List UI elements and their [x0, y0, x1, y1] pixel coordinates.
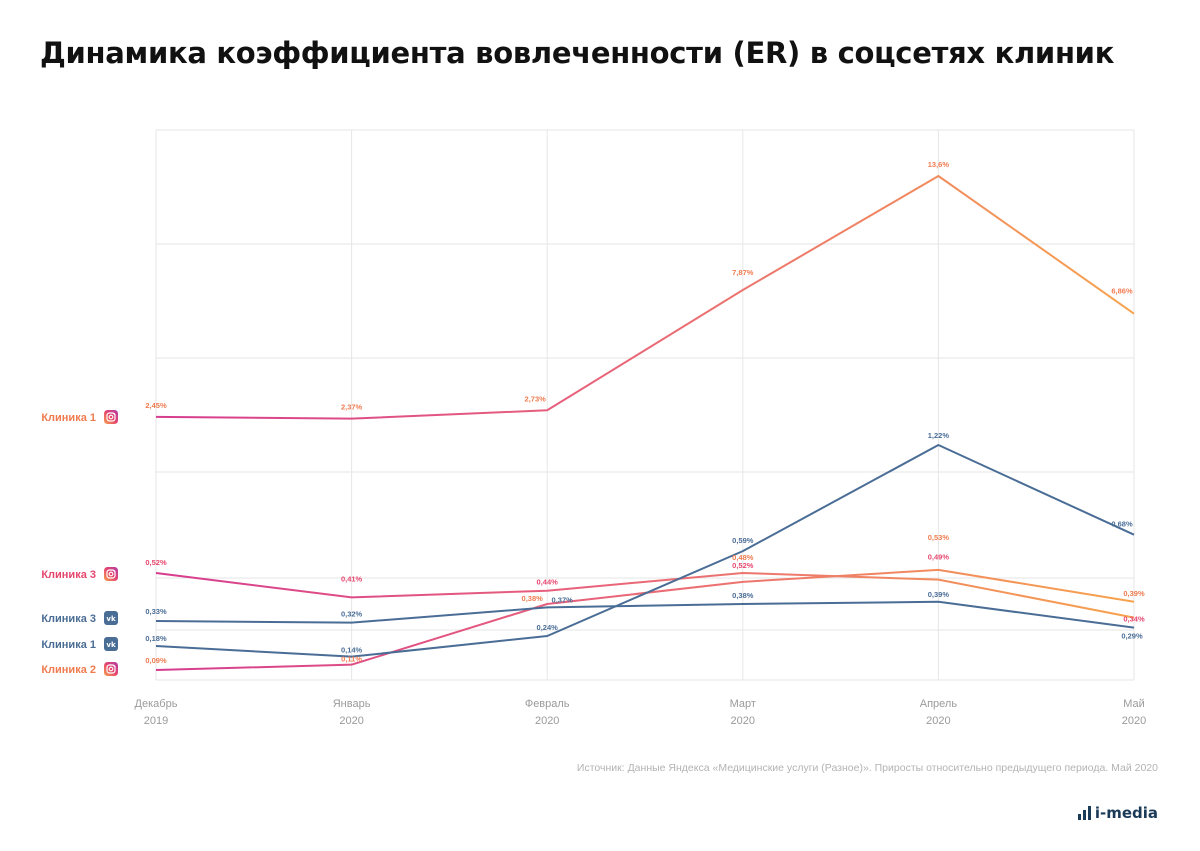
instagram-icon: [104, 567, 118, 581]
x-tick-month: Апрель: [920, 698, 958, 710]
legend-label: Клиника 3: [41, 613, 96, 625]
x-tick-month: Январь: [333, 698, 371, 710]
data-label: 0,34%: [1123, 615, 1145, 624]
legend-label: Клиника 1: [41, 412, 96, 424]
data-label: 7,87%: [732, 268, 754, 277]
data-label: 2,37%: [341, 403, 363, 412]
x-tick-year: 2020: [339, 715, 363, 727]
x-tick-month: Февраль: [525, 698, 570, 710]
data-label: 0,14%: [341, 646, 363, 655]
i-media-logo: i-media: [1077, 804, 1158, 822]
x-tick-year: 2020: [926, 715, 950, 727]
data-label: 0,39%: [1123, 589, 1145, 598]
instagram-icon: [104, 662, 118, 676]
x-tick-year: 2020: [731, 715, 755, 727]
x-tick-month: Декабрь: [135, 698, 178, 710]
data-label: 0,52%: [145, 558, 167, 567]
series-lines: [155, 175, 1135, 671]
legend: Клиника 1 Клиника 3 Клиника 3 vk Клиника 1 vk…: [41, 410, 118, 676]
data-label: 2,73%: [525, 394, 547, 403]
data-label: 0,44%: [537, 578, 559, 587]
data-labels: 2,45% 2,37% 2,73% 7,87% 13,6% 6,86% 0,52% 0,41%…: [145, 160, 1145, 665]
data-label: 0,29%: [1121, 632, 1143, 641]
data-label: 0,52%: [732, 561, 754, 570]
instagram-icon: [104, 410, 118, 424]
data-label: 0,38%: [732, 591, 754, 600]
svg-text:vk: vk: [106, 615, 116, 623]
data-label: 0,68%: [1111, 520, 1133, 529]
data-label: 0,37%: [552, 595, 574, 604]
data-label: 0,32%: [341, 610, 363, 619]
data-label: 0,11%: [341, 655, 362, 664]
series-line-instagram: [155, 175, 1135, 420]
x-tick-month: Май: [1123, 698, 1145, 710]
legend-label: Клиника 1: [41, 639, 96, 651]
series-line-instagram: [155, 572, 1135, 619]
series-line-vk: [155, 444, 1135, 658]
source-note: Источник: Данные Яндекса «Медицинские ус…: [576, 762, 1158, 774]
chart-grid: [155, 129, 1135, 681]
data-label: 0,59%: [732, 536, 754, 545]
data-label: 0,24%: [537, 623, 559, 632]
x-tick-year: 2019: [144, 715, 168, 727]
data-label: 0,48%: [732, 553, 754, 562]
svg-text:vk: vk: [106, 641, 116, 649]
data-label: 0,49%: [928, 553, 950, 562]
x-tick-month: Март: [730, 698, 756, 710]
data-label: 2,45%: [145, 401, 167, 410]
vk-icon: vk: [104, 611, 118, 625]
data-label: 0,18%: [145, 634, 167, 643]
logo-text: i-media: [1094, 804, 1158, 822]
vk-icon: vk: [104, 637, 118, 651]
series-line-vk: [155, 600, 1135, 629]
data-label: 0,33%: [145, 607, 167, 616]
x-tick-year: 2020: [535, 715, 559, 727]
x-tick-year: 2020: [1122, 715, 1146, 727]
data-label: 1,22%: [928, 431, 950, 440]
data-label: 0,41%: [341, 574, 363, 583]
data-label: 13,6%: [928, 160, 950, 169]
legend-label: Клиника 3: [41, 569, 96, 581]
data-label: 0,53%: [928, 533, 950, 542]
data-label: 0,38%: [522, 594, 544, 603]
chart-title: Динамика коэффициента вовлеченности (ER)…: [40, 36, 1115, 70]
x-axis: Декабрь 2019 Январь 2020 Февраль 2020 Март 2020…: [135, 698, 1147, 727]
data-label: 0,09%: [145, 656, 167, 665]
data-label: 0,39%: [928, 590, 950, 599]
logo-mark-icon: [1077, 806, 1092, 820]
legend-label: Клиника 2: [41, 664, 96, 676]
data-label: 6,86%: [1111, 287, 1133, 296]
